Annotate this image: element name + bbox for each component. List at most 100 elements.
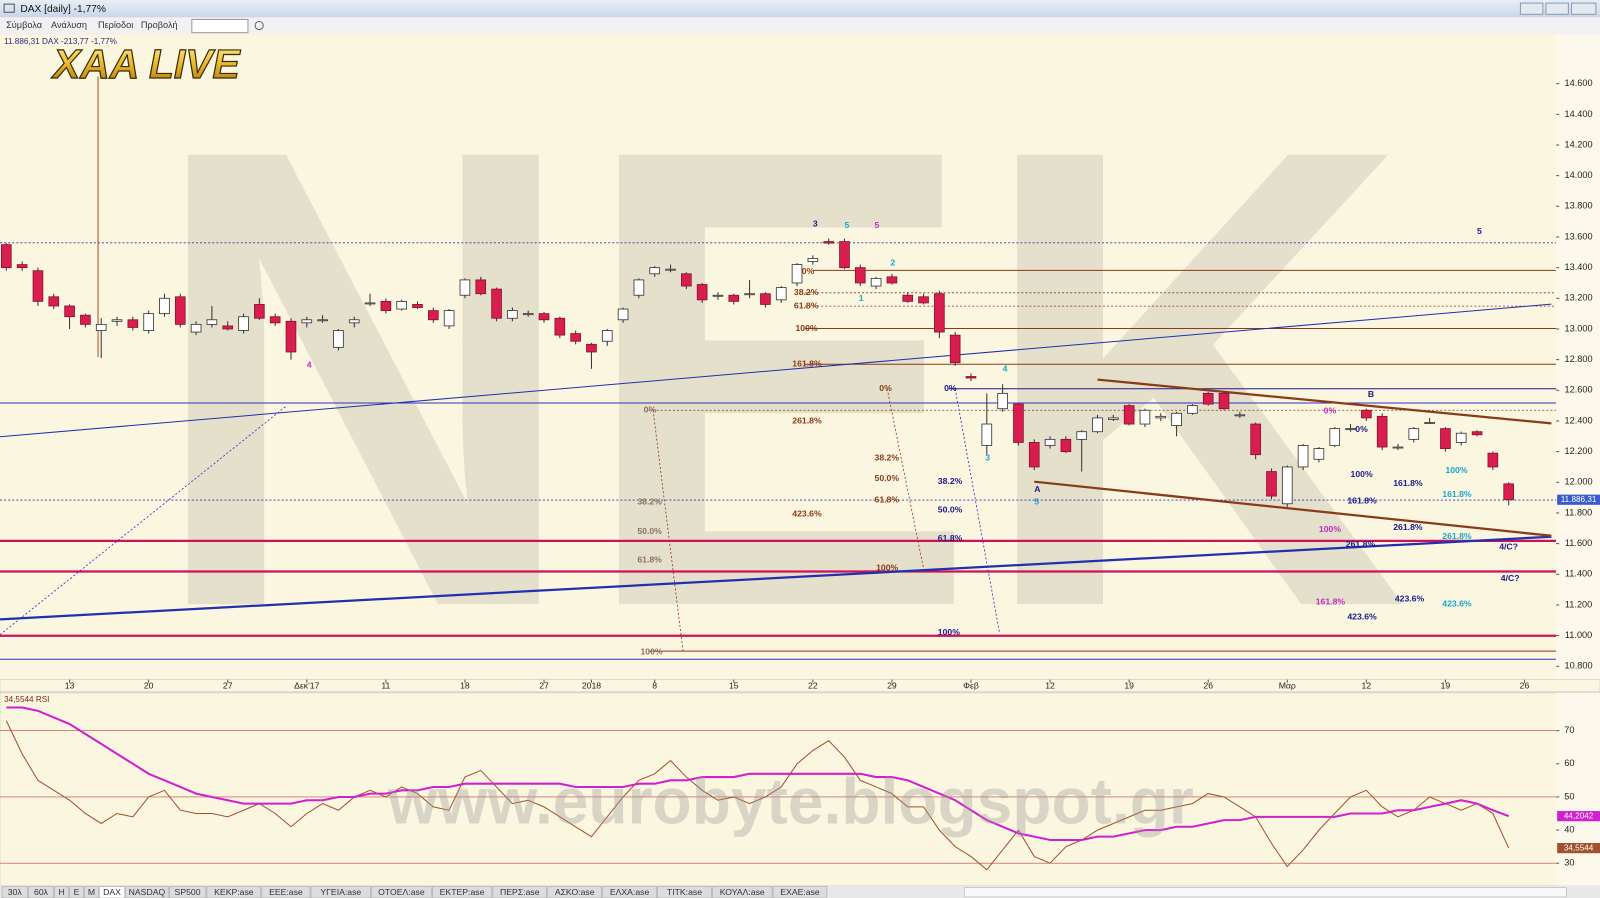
candle-body: [538, 313, 550, 321]
tab-label[interactable]: 30λ: [8, 887, 23, 897]
y-tick-label: 12.600: [1565, 385, 1593, 395]
y-tick-label: 13.200: [1565, 293, 1593, 303]
candle-body: [1108, 417, 1119, 420]
fib-label: 100%: [1319, 524, 1341, 534]
x-tick-label: Δεκ'17: [294, 681, 319, 691]
tab-label[interactable]: ΚΕΚΡ:ase: [214, 887, 254, 897]
minimize-button[interactable]: [1519, 2, 1544, 15]
x-tick-label: 29: [887, 681, 897, 691]
fib-label: 423.6%: [1395, 593, 1425, 603]
tab-label[interactable]: ΠΕΡΣ:ase: [500, 887, 540, 897]
candle-body: [1044, 438, 1056, 446]
candle-body: [348, 319, 360, 324]
fib-label: 423.6%: [1442, 598, 1472, 608]
tab-label[interactable]: ΚΟΥΑΛ:ase: [720, 887, 765, 897]
price-axis: [1556, 34, 1600, 682]
candle-body: [459, 279, 471, 296]
tab-label[interactable]: ΤΙΤΚ:ase: [667, 887, 702, 897]
tab-label[interactable]: ΑΣΚΟ:ase: [555, 887, 595, 897]
rsi-line: [6, 706, 1510, 842]
x-tick-label: 20: [144, 681, 154, 691]
tab-label[interactable]: NASDAQ: [129, 887, 166, 897]
trend-line: [954, 388, 1000, 633]
trend-line: [1097, 378, 1552, 425]
menu-item[interactable]: Προβολή: [141, 20, 178, 30]
fib-label: 50.0%: [875, 473, 900, 483]
fib-label: 5: [1034, 496, 1039, 506]
tab-label[interactable]: ΥΓΕΙΑ:ase: [320, 887, 361, 897]
candle-body: [427, 310, 439, 321]
window-buttons: [1519, 2, 1597, 15]
fib-label: 0%: [644, 405, 657, 415]
tab-label[interactable]: SP500: [175, 887, 201, 897]
candle-body: [64, 305, 75, 318]
window-title: DAX [daily] -1,77%: [20, 4, 106, 15]
close-button[interactable]: [1570, 2, 1597, 15]
tab-label[interactable]: ΕΛΧΑ:ase: [610, 887, 650, 897]
candle-body: [1060, 438, 1072, 453]
candle-body: [870, 277, 882, 287]
fib-label: 5: [1477, 226, 1482, 236]
candle-body: [1202, 392, 1214, 405]
menu-bar: [0, 17, 1600, 35]
candle-body: [1234, 414, 1246, 417]
candle-body: [997, 392, 1008, 410]
tab-label[interactable]: ΕΕΕ:ase: [269, 887, 303, 897]
rsi-legend: 34,5544 RSI: [4, 695, 49, 704]
x-tick-label: 27: [223, 681, 233, 691]
y-tick-label: 14.400: [1565, 109, 1593, 119]
x-tick-label: 26: [1520, 681, 1530, 691]
candle-body: [443, 310, 455, 327]
fib-label: 0%: [802, 266, 815, 276]
candle-body: [839, 241, 850, 269]
fib-label: 261.8%: [792, 416, 822, 426]
y-tick-label: 14.200: [1565, 139, 1593, 149]
candle-body: [1028, 442, 1040, 468]
fib-label: 4: [307, 360, 312, 370]
maximize-button[interactable]: [1545, 2, 1569, 15]
fib-label: 100%: [795, 323, 817, 333]
scrollbar[interactable]: [964, 887, 1567, 898]
candle-body: [728, 294, 740, 302]
y-tick-label: 12.400: [1565, 415, 1593, 425]
fib-label: 50.0%: [637, 526, 662, 536]
fib-label: 161.8%: [1393, 478, 1423, 488]
menu-item[interactable]: Περίοδοι: [98, 20, 133, 30]
tab-label[interactable]: DAX: [103, 887, 121, 897]
tab-label[interactable]: ΟΤΟΕΛ:ase: [378, 887, 425, 897]
candle-body: [1250, 423, 1261, 456]
candle-body: [1281, 466, 1293, 505]
title-bar: [0, 0, 1600, 18]
candle-body: [254, 304, 265, 319]
candle-body: [744, 293, 755, 296]
candle-body: [775, 287, 787, 301]
fib-label: 0%: [1355, 424, 1368, 434]
symbol-input[interactable]: [191, 18, 249, 34]
candle-body: [886, 276, 898, 284]
trend-line: [0, 535, 1552, 621]
tab-label[interactable]: Η: [58, 887, 64, 897]
candle-body: [285, 320, 297, 353]
y-tick-label: 11.400: [1565, 569, 1592, 579]
menu-item[interactable]: Σύμβολα: [6, 20, 43, 30]
candle-body: [1092, 417, 1103, 433]
tab-label[interactable]: Μ: [88, 887, 95, 897]
tab-label[interactable]: ΕΚΤΕΡ:ase: [440, 887, 485, 897]
tab-label[interactable]: ΕΧΑΕ:ase: [780, 887, 820, 897]
y-tick-label: 12.800: [1565, 354, 1593, 364]
candle-body: [1455, 432, 1467, 443]
candle-body: [1, 244, 12, 269]
fib-label: 100%: [640, 646, 662, 656]
trend-line: [0, 303, 1552, 438]
tab-label[interactable]: Ε: [74, 887, 80, 897]
candle-body: [238, 316, 249, 331]
search-icon[interactable]: [254, 20, 264, 31]
fib-label: 5: [844, 220, 849, 230]
tab-label[interactable]: 60λ: [34, 887, 49, 897]
fib-label: 261.8%: [1442, 531, 1472, 541]
candle-body: [854, 267, 866, 284]
y-tick-label: 10.800: [1565, 661, 1593, 671]
candle-body: [127, 319, 139, 328]
menu-item[interactable]: Ανάλυση: [51, 20, 87, 30]
